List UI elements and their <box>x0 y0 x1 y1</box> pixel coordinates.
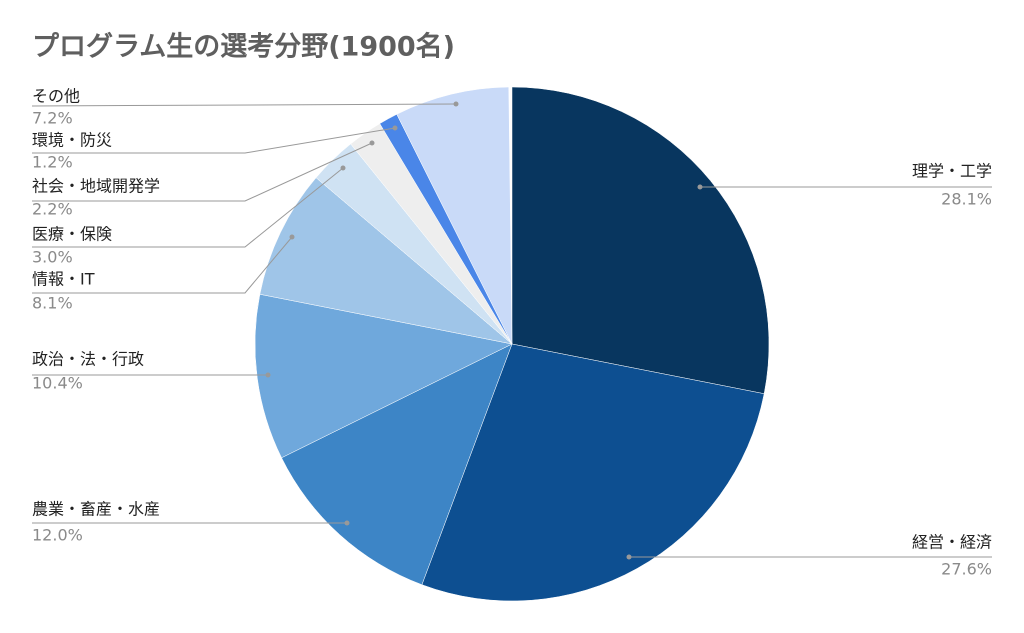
leader-dot <box>265 372 271 378</box>
pie-slice <box>396 86 513 345</box>
slice-label: 農業・畜産・水産 <box>32 500 160 519</box>
leader-line <box>32 127 396 154</box>
slice-label: 政治・法・行政 <box>32 350 144 369</box>
leader-dot <box>626 554 632 560</box>
slice-label: 情報・IT <box>32 270 95 289</box>
value-label: 28.1% <box>941 190 992 209</box>
leader-dot <box>697 184 703 190</box>
leader-dot <box>392 125 398 131</box>
leader-line <box>32 167 344 248</box>
leader-dot <box>369 140 375 146</box>
chart-title: プログラム生の選考分野(1900名) <box>32 31 455 63</box>
value-label: 1.2% <box>32 153 73 172</box>
slice-label: その他 <box>32 87 80 106</box>
pie-slice <box>421 343 765 602</box>
value-label: 3.0% <box>32 248 73 267</box>
slice-label: 理学・工学 <box>912 162 992 181</box>
slice-label: 環境・防災 <box>32 131 112 150</box>
pie-slice <box>254 293 513 459</box>
slice-label: 医療・保険 <box>32 225 112 244</box>
leader-dot <box>289 234 295 240</box>
leader-dot <box>453 101 459 107</box>
leader-dot <box>344 520 350 526</box>
value-label: 8.1% <box>32 294 73 313</box>
slice-label: 経営・経済 <box>912 533 992 552</box>
value-label: 2.2% <box>32 200 73 219</box>
value-label: 12.0% <box>32 526 83 545</box>
pie-slice <box>281 343 513 586</box>
leader-dot <box>340 165 346 171</box>
value-label: 27.6% <box>941 560 992 579</box>
value-label: 10.4% <box>32 374 83 393</box>
leader-line <box>31 103 457 107</box>
leader-line <box>32 236 293 294</box>
pie-slice <box>259 177 513 345</box>
leader-line <box>32 142 373 202</box>
value-label: 7.2% <box>32 109 73 128</box>
pie-slice <box>511 86 770 395</box>
slice-label: 社会・地域開発学 <box>32 177 160 196</box>
